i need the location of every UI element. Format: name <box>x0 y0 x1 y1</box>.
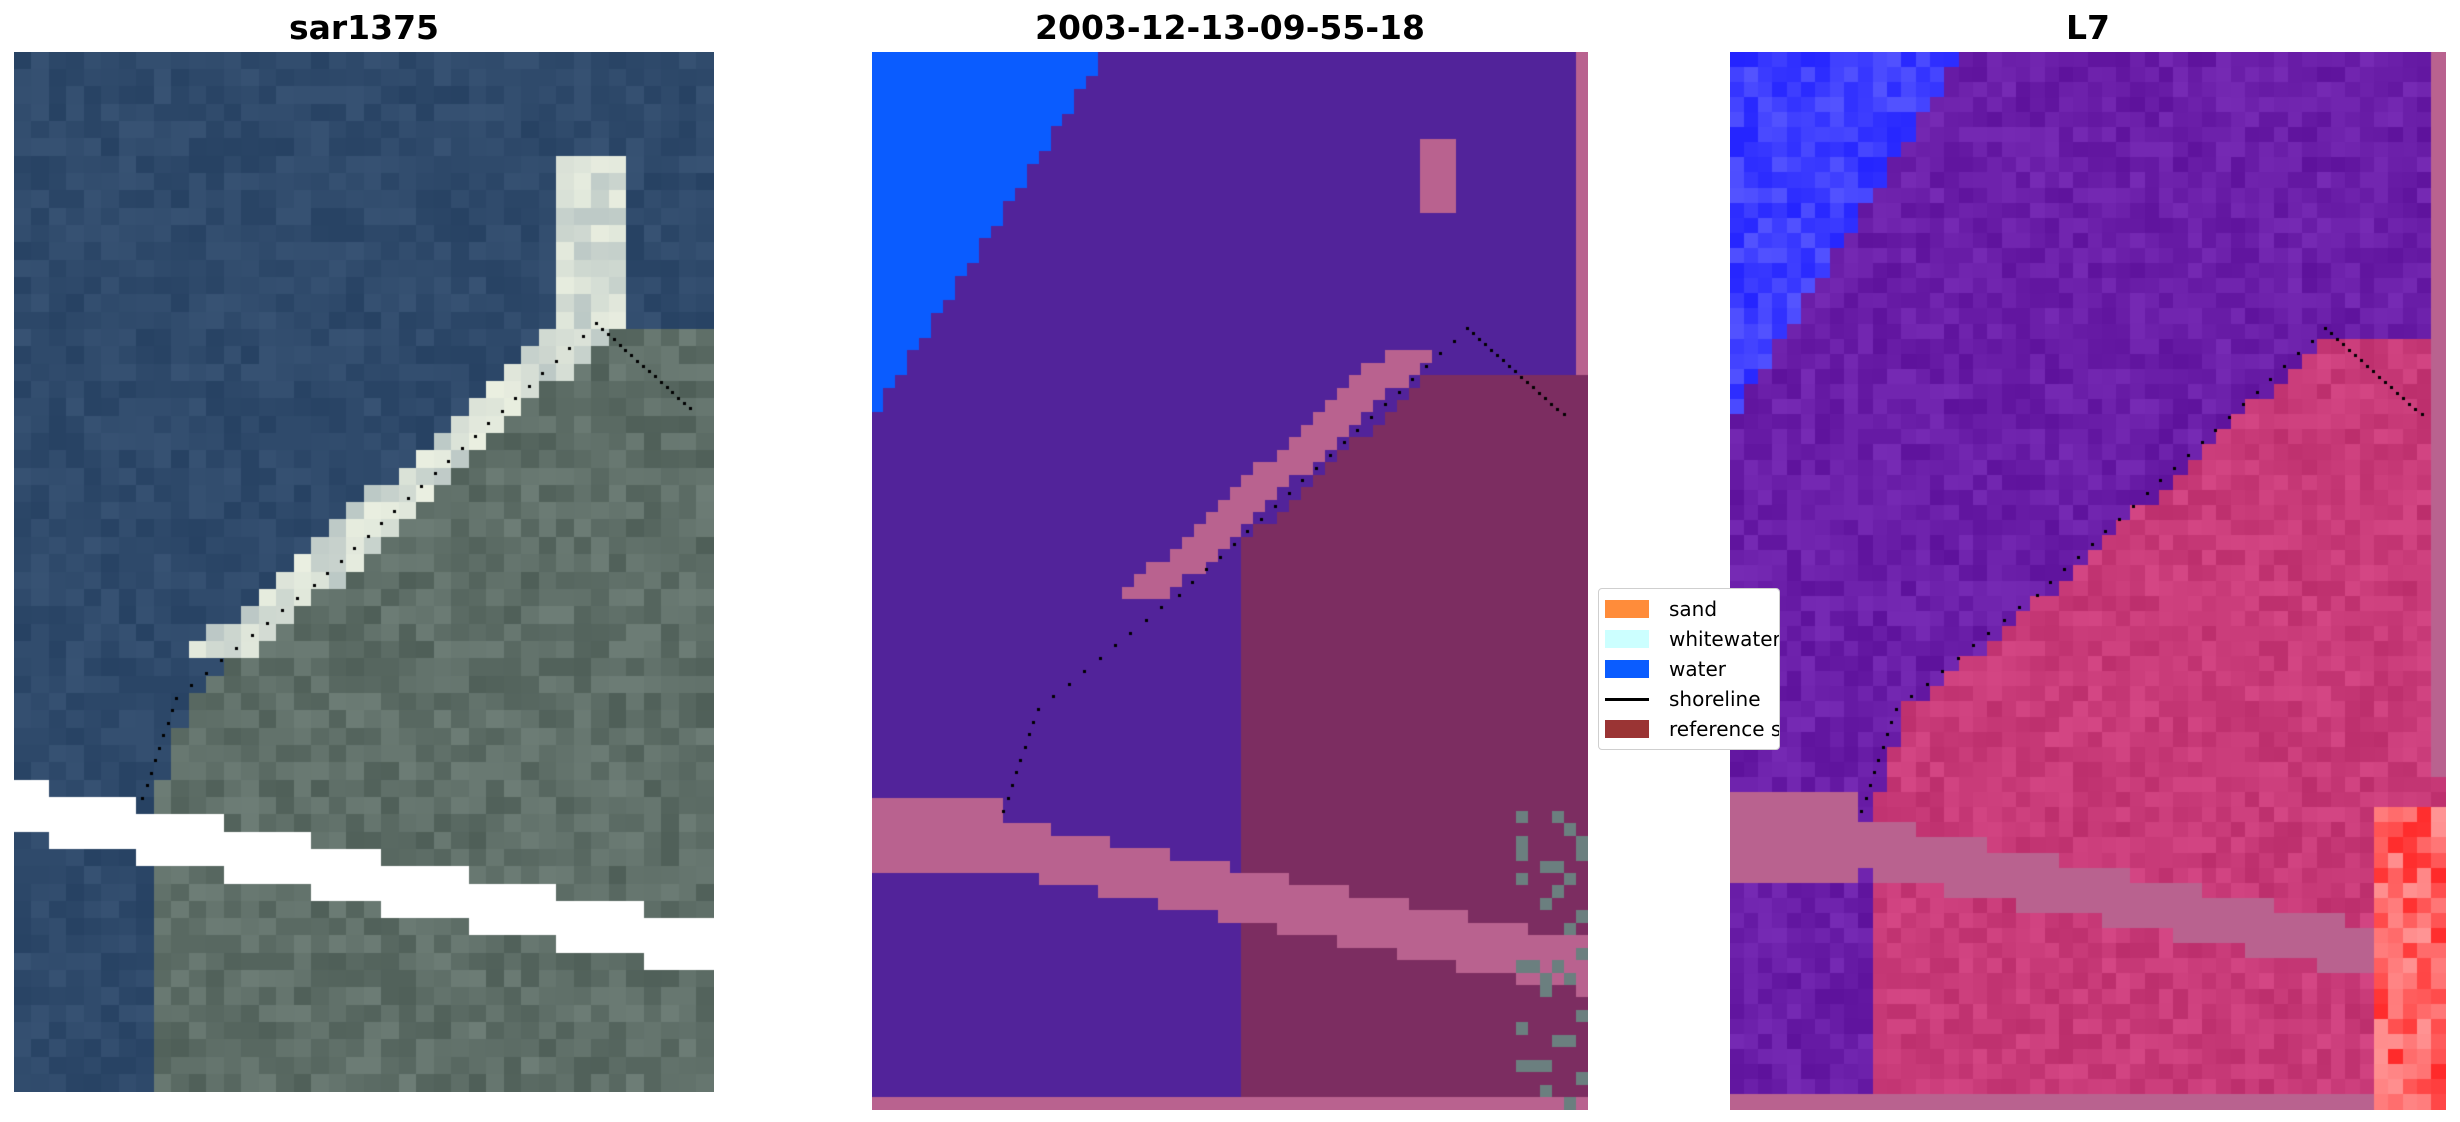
reference-swatch-icon <box>1605 720 1649 738</box>
rgb-image <box>14 52 714 1092</box>
classified-image <box>872 52 1588 1110</box>
legend-item-water: water <box>1605 653 1775 683</box>
panel-title-rgb: sar1375 <box>288 8 440 47</box>
whitewater-swatch-icon <box>1605 630 1649 648</box>
index-image <box>1730 52 2446 1110</box>
legend-label: sand <box>1669 597 1718 621</box>
legend-item-reference: reference shoreline buffer <box>1605 713 1779 743</box>
shoreline-line-icon <box>1605 698 1649 701</box>
legend-label: shoreline <box>1669 687 1761 711</box>
sand-swatch-icon <box>1605 600 1649 618</box>
legend-label: reference shoreline buffer <box>1669 717 1779 741</box>
legend-item-sand: sand <box>1605 593 1775 623</box>
classified-image-panel <box>872 52 1588 1110</box>
panel-title-classified: 2003-12-13-09-55-18 <box>1035 8 1425 47</box>
legend: sand whitewater water shoreline referenc… <box>1598 588 1780 750</box>
water-swatch-icon <box>1605 660 1649 678</box>
index-image-panel <box>1730 52 2446 1110</box>
legend-label: whitewater <box>1669 627 1780 651</box>
legend-item-whitewater: whitewater <box>1605 623 1779 653</box>
legend-item-shoreline: shoreline <box>1605 683 1775 713</box>
rgb-image-panel <box>14 52 714 1092</box>
panel-title-index: L7 <box>2066 8 2110 47</box>
legend-label: water <box>1669 657 1726 681</box>
